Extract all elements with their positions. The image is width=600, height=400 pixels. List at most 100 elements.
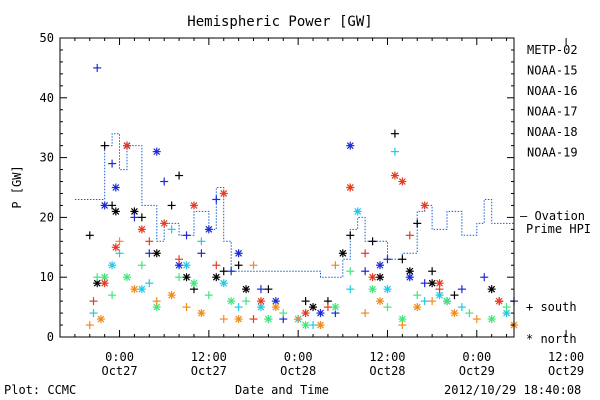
south-point	[93, 63, 102, 72]
legend-south-marker: + south	[526, 300, 577, 314]
south-point	[450, 291, 459, 300]
north-point	[111, 243, 120, 252]
marker-stroke	[212, 273, 220, 281]
north-point	[271, 303, 280, 312]
marker-stroke	[272, 297, 280, 305]
marker-stroke	[406, 273, 414, 281]
legend-item-noaa-16: NOAA-16	[527, 84, 578, 98]
marker-stroke	[108, 261, 116, 269]
north-point	[376, 261, 385, 270]
marker-stroke	[398, 178, 406, 185]
marker-stroke	[384, 285, 391, 293]
north-point	[189, 201, 198, 210]
marker-stroke	[112, 184, 120, 191]
marker-stroke	[376, 297, 384, 305]
north-point	[152, 249, 161, 258]
south-point	[93, 273, 102, 282]
x-tick-date-label: Oct28	[280, 364, 316, 378]
south-point	[85, 321, 94, 330]
south-point	[428, 297, 437, 306]
legend-item-noaa-17: NOAA-17	[527, 105, 578, 119]
series-noaa-18	[85, 183, 518, 330]
south-point	[346, 285, 355, 294]
south-point	[219, 267, 228, 276]
south-point	[175, 273, 184, 282]
legend-item-noaa-15: NOAA-15	[527, 64, 578, 78]
marker-stroke	[153, 303, 161, 311]
south-point	[89, 309, 98, 318]
marker-stroke	[227, 297, 235, 305]
plot-frame	[59, 37, 515, 338]
south-point	[420, 279, 429, 288]
south-point	[137, 213, 146, 222]
north-point	[100, 279, 109, 288]
x-tick-label: 0:00	[105, 350, 134, 364]
marker-stroke	[220, 190, 228, 197]
south-point	[197, 237, 206, 246]
marker-stroke	[346, 184, 354, 191]
marker-stroke	[131, 285, 138, 293]
south-point	[204, 291, 213, 300]
north-point	[368, 285, 377, 294]
north-point	[160, 219, 169, 228]
south-point	[145, 237, 154, 246]
marker-stroke	[123, 273, 131, 281]
marker-stroke	[183, 273, 190, 281]
marker-stroke	[413, 303, 421, 311]
south-point	[301, 297, 310, 306]
chart-title: Hemispheric Power [GW]	[187, 14, 372, 30]
marker-stroke	[302, 321, 310, 329]
north-point	[264, 315, 273, 324]
marker-stroke	[235, 249, 243, 257]
south-point	[115, 237, 124, 246]
marker-stroke	[451, 309, 458, 317]
south-point	[383, 303, 392, 312]
south-point	[390, 129, 399, 138]
legend-item-noaa-18: NOAA-18	[527, 125, 578, 139]
south-point	[390, 147, 399, 156]
north-point	[435, 279, 444, 288]
marker-stroke	[503, 309, 510, 317]
ovation-step-line	[74, 133, 515, 278]
marker-stroke	[317, 321, 324, 329]
north-point	[189, 279, 198, 288]
south-point	[212, 261, 221, 270]
marker-stroke	[488, 315, 496, 323]
south-point	[182, 303, 191, 312]
south-point	[197, 249, 206, 258]
south-point	[323, 303, 332, 312]
y-tick-label: 40	[40, 91, 54, 105]
x-tick-label: 12:00	[369, 350, 405, 364]
marker-stroke	[257, 303, 265, 311]
marker-stroke	[436, 291, 443, 299]
marker-stroke	[175, 261, 183, 269]
south-point	[405, 231, 414, 240]
legend-north-marker: * north	[526, 332, 577, 346]
north-point	[435, 291, 444, 300]
marker-stroke	[220, 279, 228, 287]
north-point	[450, 309, 459, 318]
marker-stroke	[257, 297, 265, 305]
north-point	[316, 309, 325, 318]
marker-stroke	[339, 249, 347, 257]
x-tick-date-label: Oct28	[369, 364, 405, 378]
marker-stroke	[138, 285, 146, 293]
north-point	[242, 285, 251, 294]
x-axis-label: Date and Time	[235, 383, 329, 397]
x-tick-date-label: Oct27	[191, 364, 227, 378]
north-point	[271, 297, 280, 306]
north-point	[219, 189, 228, 198]
series-noaa-19	[89, 141, 504, 324]
south-point	[309, 321, 318, 330]
marker-stroke	[488, 285, 496, 293]
north-point	[182, 261, 191, 270]
south-point	[346, 231, 355, 240]
north-point	[443, 297, 452, 306]
plot-timestamp: 2012/10/29 18:40:08	[444, 383, 581, 397]
north-point	[495, 297, 504, 306]
south-point	[234, 261, 243, 270]
marker-stroke	[421, 202, 429, 209]
south-point	[175, 171, 184, 180]
y-tick-label: 10	[40, 270, 54, 284]
north-point	[100, 273, 109, 282]
